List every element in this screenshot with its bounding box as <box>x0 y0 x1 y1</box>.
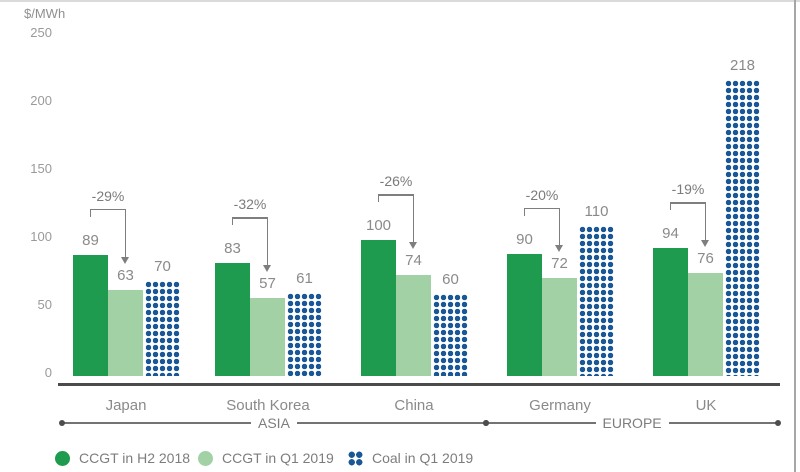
legend-label: CCGT in H2 2018 <box>79 450 191 466</box>
y-axis-tick-label: 200 <box>30 93 52 108</box>
bar-coal-in-q1-2019-south-korea <box>287 293 322 376</box>
y-axis-tick-label: 50 <box>37 297 52 312</box>
pct-change-arrow-stub <box>89 208 91 217</box>
legend-label: Coal in Q1 2019 <box>372 450 474 466</box>
pct-change-arrow-vert <box>558 207 560 247</box>
bar-value-label: 61 <box>296 270 313 288</box>
bar-value-label: 57 <box>259 275 276 293</box>
pct-change-arrow-stub <box>523 207 525 216</box>
bar-ccgt-in-q1-2019-uk <box>688 272 723 376</box>
bar-ccgt-in-h2-2018-south-korea <box>215 263 250 376</box>
region-bracket-left-dot-icon <box>483 420 489 426</box>
bar-ccgt-in-q1-2019-china <box>396 275 431 376</box>
bar-value-label: 76 <box>697 249 714 267</box>
legend-label: CCGT in Q1 2019 <box>222 450 334 466</box>
bar-ccgt-in-h2-2018-japan <box>73 254 108 376</box>
legend-swatch-ccgt-h2-2018-icon <box>55 450 70 466</box>
pct-change-arrow-stub <box>377 194 379 202</box>
frame-top-edge <box>0 0 800 2</box>
x-axis-line <box>58 383 780 386</box>
pct-change-label: -29% <box>91 187 125 204</box>
x-axis-country-label-uk: UK <box>695 397 717 414</box>
y-axis-tick-label: 250 <box>30 25 52 40</box>
pct-change-arrowhead-icon <box>701 239 709 247</box>
bar-value-label: 90 <box>516 230 533 248</box>
x-axis-country-label-japan: Japan <box>105 397 147 414</box>
bar-value-label: 63 <box>117 267 134 285</box>
y-axis-unit-label: $/MWh <box>24 6 66 21</box>
bar-value-label: 218 <box>729 56 756 74</box>
region-bracket-right-dot-icon <box>775 420 781 426</box>
legend-item-ccgt-q1-2019: CCGT in Q1 2019 <box>198 447 334 469</box>
bar-coal-in-q1-2019-japan <box>145 280 180 376</box>
pct-change-arrow-stub <box>231 217 233 226</box>
bar-value-label: 83 <box>224 240 241 258</box>
y-axis-tick-label: 150 <box>30 161 52 176</box>
pct-change-label: -26% <box>379 173 413 189</box>
bar-ccgt-in-q1-2019-germany <box>542 278 577 376</box>
bar-ccgt-in-h2-2018-germany <box>507 253 542 376</box>
pct-change-arrow-horiz <box>378 194 414 196</box>
bar-value-label: 70 <box>154 257 171 275</box>
pct-change-arrowhead-icon <box>409 242 417 250</box>
pct-change-arrow-stub <box>669 202 671 211</box>
bar-ccgt-in-q1-2019-south-korea <box>250 298 285 376</box>
x-axis-country-label-germany: Germany <box>529 397 591 414</box>
pct-change-arrowhead-icon <box>263 265 271 273</box>
legend-swatch-coal-dots-icon <box>348 450 363 466</box>
bar-coal-in-q1-2019-china <box>433 294 468 376</box>
pct-change-arrow-vert <box>266 217 268 267</box>
pct-change-arrow-horiz <box>524 207 560 210</box>
x-axis-country-label-china: China <box>394 397 434 414</box>
pct-change-arrow-vert <box>412 194 414 244</box>
bar-ccgt-in-q1-2019-japan <box>108 290 143 376</box>
y-axis-tick-label: 100 <box>30 229 52 244</box>
pct-change-arrow-horiz <box>90 208 126 211</box>
bar-value-label: 100 <box>365 217 392 234</box>
legend-item-ccgt-h2-2018: CCGT in H2 2018 <box>55 447 190 469</box>
bar-value-label: 94 <box>662 225 679 243</box>
region-label-europe: EUROPE <box>595 414 669 432</box>
bar-coal-in-q1-2019-uk <box>725 79 760 376</box>
bar-coal-in-q1-2019-germany <box>579 226 614 376</box>
legend: CCGT in H2 2018 CCGT in Q1 2019 Coal in … <box>0 447 800 469</box>
plot-area: 0 50 100 150 200 250 89 63 70 -29% Japan 83 57 61 -32%… <box>30 25 781 432</box>
bar-ccgt-in-h2-2018-uk <box>653 248 688 376</box>
legend-swatch-ccgt-q1-2019-icon <box>198 450 213 466</box>
legend-item-coal-q1-2019: Coal in Q1 2019 <box>348 447 473 469</box>
pct-change-label: -20% <box>525 186 559 203</box>
pct-change-arrow-vert <box>124 208 126 259</box>
pct-change-arrow-vert <box>704 202 706 241</box>
pct-change-arrow-horiz <box>232 217 268 219</box>
bar-value-label: 60 <box>442 271 459 289</box>
pct-change-label: -19% <box>671 181 705 198</box>
region-label-asia: ASIA <box>251 414 297 432</box>
bar-value-label: 74 <box>405 252 422 270</box>
bar-value-label: 72 <box>551 255 568 273</box>
region-bracket-left-dot-icon <box>59 420 65 426</box>
pct-change-arrowhead-icon <box>555 245 563 253</box>
pct-change-arrowhead-icon <box>121 257 129 265</box>
x-axis-country-label-south-korea: South Korea <box>226 397 310 414</box>
pct-change-arrow-horiz <box>670 202 706 204</box>
bar-value-label: 110 <box>584 203 609 221</box>
bar-ccgt-in-h2-2018-china <box>361 240 396 376</box>
y-axis-tick-label: 0 <box>44 365 52 380</box>
bar-value-label: 89 <box>82 231 99 249</box>
pct-change-label: -32% <box>233 196 267 213</box>
frame-right-edge <box>794 0 796 472</box>
